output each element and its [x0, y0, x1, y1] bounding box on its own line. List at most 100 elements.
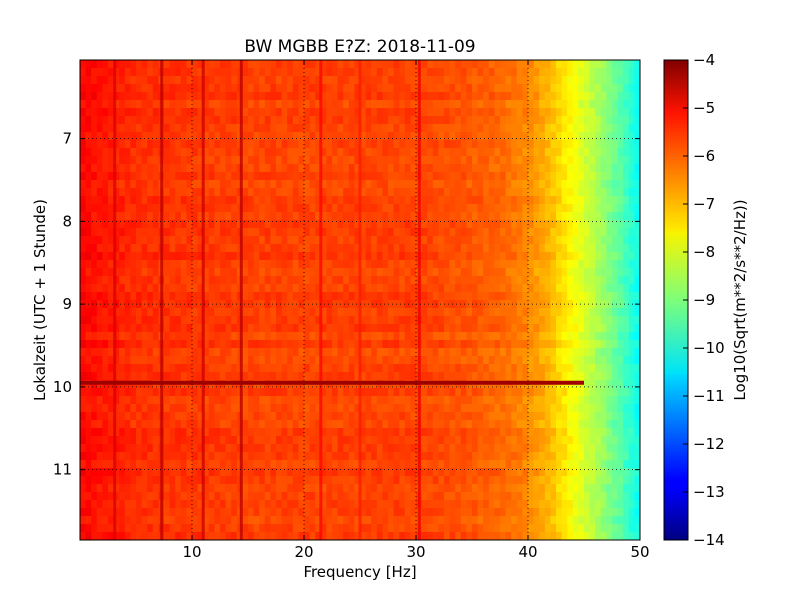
- heatmap-cell: [556, 92, 563, 101]
- heatmap-cell: [634, 316, 640, 325]
- heatmap-cell: [595, 92, 602, 101]
- heatmap-cell: [500, 116, 507, 125]
- heatmap-cell: [287, 156, 294, 165]
- heatmap-cell: [488, 196, 495, 205]
- heatmap-cell: [320, 276, 327, 285]
- heatmap-cell: [298, 76, 305, 85]
- heatmap-cell: [444, 212, 451, 221]
- heatmap-cell: [382, 76, 389, 85]
- heatmap-cell: [242, 164, 249, 173]
- heatmap-cell: [612, 228, 619, 237]
- heatmap-cell: [169, 404, 176, 413]
- heatmap-cell: [164, 148, 171, 157]
- heatmap-cell: [175, 172, 182, 181]
- heatmap-cell: [175, 124, 182, 133]
- heatmap-cell: [522, 196, 529, 205]
- heatmap-cell: [96, 188, 103, 197]
- heatmap-cell: [96, 220, 103, 229]
- heatmap-cell: [505, 452, 512, 461]
- heatmap-cell: [242, 68, 249, 77]
- heatmap-cell: [612, 284, 619, 293]
- heatmap-cell: [242, 124, 249, 133]
- heatmap-cell: [253, 420, 260, 429]
- heatmap-cell: [292, 452, 299, 461]
- heatmap-cell: [248, 148, 255, 157]
- heatmap-cell: [500, 228, 507, 237]
- heatmap-cell: [292, 412, 299, 421]
- heatmap-cell: [556, 340, 563, 349]
- heatmap-cell: [432, 164, 439, 173]
- heatmap-cell: [365, 260, 372, 269]
- heatmap-cell: [460, 60, 467, 69]
- heatmap-cell: [483, 132, 490, 141]
- heatmap-cell: [231, 252, 238, 261]
- heatmap-cell: [449, 212, 456, 221]
- heatmap-cell: [584, 228, 591, 237]
- heatmap-cell: [102, 316, 109, 325]
- heatmap-cell: [421, 436, 428, 445]
- heatmap-cell: [539, 396, 546, 405]
- heatmap-cell: [438, 356, 445, 365]
- heatmap-cell: [259, 436, 266, 445]
- heatmap-cell: [438, 412, 445, 421]
- heatmap-cell: [539, 236, 546, 245]
- heatmap-cell: [623, 428, 630, 437]
- heatmap-cell: [281, 220, 288, 229]
- heatmap-cell: [96, 124, 103, 133]
- heatmap-cell: [130, 420, 137, 429]
- heatmap-cell: [556, 316, 563, 325]
- heatmap-cell: [522, 284, 529, 293]
- heatmap-cell: [102, 412, 109, 421]
- heatmap-cell: [511, 276, 518, 285]
- heatmap-cell: [584, 372, 591, 381]
- heatmap-cell: [220, 68, 227, 77]
- heatmap-cell: [304, 244, 311, 253]
- heatmap-cell: [91, 372, 98, 381]
- heatmap-cell: [225, 244, 232, 253]
- heatmap-cell: [175, 140, 182, 149]
- heatmap-cell: [186, 332, 193, 341]
- heatmap-cell: [516, 188, 523, 197]
- heatmap-cell: [539, 436, 546, 445]
- heatmap-cell: [136, 252, 143, 261]
- heatmap-cell: [231, 164, 238, 173]
- heatmap-cell: [404, 164, 411, 173]
- heatmap-cell: [164, 444, 171, 453]
- heatmap-cell: [483, 388, 490, 397]
- heatmap-cell: [455, 204, 462, 213]
- heatmap-cell: [589, 188, 596, 197]
- heatmap-cell: [628, 380, 635, 389]
- heatmap-cell: [113, 404, 120, 413]
- heatmap-cell: [309, 412, 316, 421]
- heatmap-cell: [472, 116, 479, 125]
- heatmap-cell: [449, 444, 456, 453]
- heatmap-cell: [298, 396, 305, 405]
- heatmap-cell: [634, 308, 640, 317]
- heatmap-cell: [197, 188, 204, 197]
- heatmap-cell: [388, 452, 395, 461]
- heatmap-cell: [203, 172, 210, 181]
- heatmap-cell: [528, 388, 535, 397]
- heatmap-cell: [231, 92, 238, 101]
- heatmap-cell: [253, 292, 260, 301]
- heatmap-cell: [567, 340, 574, 349]
- heatmap-cell: [203, 396, 210, 405]
- heatmap-cell: [108, 436, 115, 445]
- heatmap-cell: [85, 156, 92, 165]
- heatmap-cell: [180, 68, 187, 77]
- heatmap-cell: [259, 212, 266, 221]
- heatmap-cell: [589, 156, 596, 165]
- heatmap-cell: [522, 316, 529, 325]
- heatmap-cell: [242, 300, 249, 309]
- heatmap-cell: [410, 76, 417, 85]
- heatmap-cell: [528, 68, 535, 77]
- heatmap-cell: [388, 140, 395, 149]
- heatmap-cell: [203, 236, 210, 245]
- heatmap-cell: [326, 316, 333, 325]
- heatmap-cell: [304, 292, 311, 301]
- heatmap-cell: [600, 236, 607, 245]
- heatmap-cell: [528, 92, 535, 101]
- heatmap-cell: [192, 236, 199, 245]
- heatmap-cell: [376, 180, 383, 189]
- heatmap-cell: [634, 268, 640, 277]
